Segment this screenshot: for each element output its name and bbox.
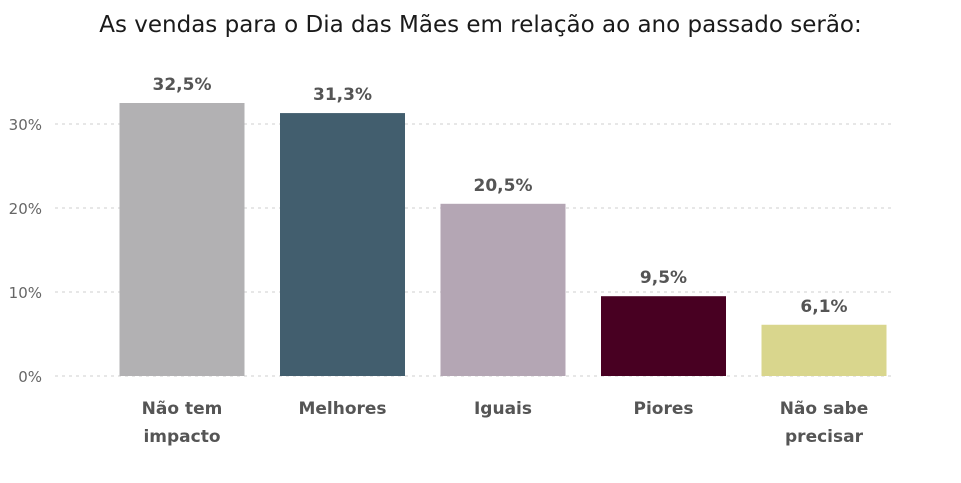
y-tick-label: 10% — [9, 284, 42, 302]
data-label: 6,1% — [800, 297, 847, 317]
data-label: 31,3% — [313, 85, 372, 105]
bar — [440, 203, 566, 376]
y-tick-label: 20% — [9, 200, 42, 218]
y-tick-label: 30% — [9, 116, 42, 134]
x-tick-label: Piores — [634, 399, 694, 419]
bar — [119, 103, 245, 376]
x-tick-label: Melhores — [298, 399, 386, 419]
chart-title: As vendas para o Dia das Mães em relação… — [99, 12, 862, 38]
y-tick-label: 0% — [18, 368, 42, 386]
bar — [280, 113, 405, 376]
x-tick-label: impacto — [143, 427, 220, 447]
bar — [761, 324, 887, 376]
x-tick-label: Não tem — [142, 399, 223, 419]
x-tick-label: Não sabe — [780, 399, 869, 419]
bar — [601, 296, 726, 376]
data-label: 9,5% — [640, 268, 687, 288]
x-tick-label: precisar — [785, 427, 864, 447]
data-label: 32,5% — [153, 75, 212, 95]
data-label: 20,5% — [474, 176, 533, 196]
x-tick-label: Iguais — [474, 399, 532, 419]
